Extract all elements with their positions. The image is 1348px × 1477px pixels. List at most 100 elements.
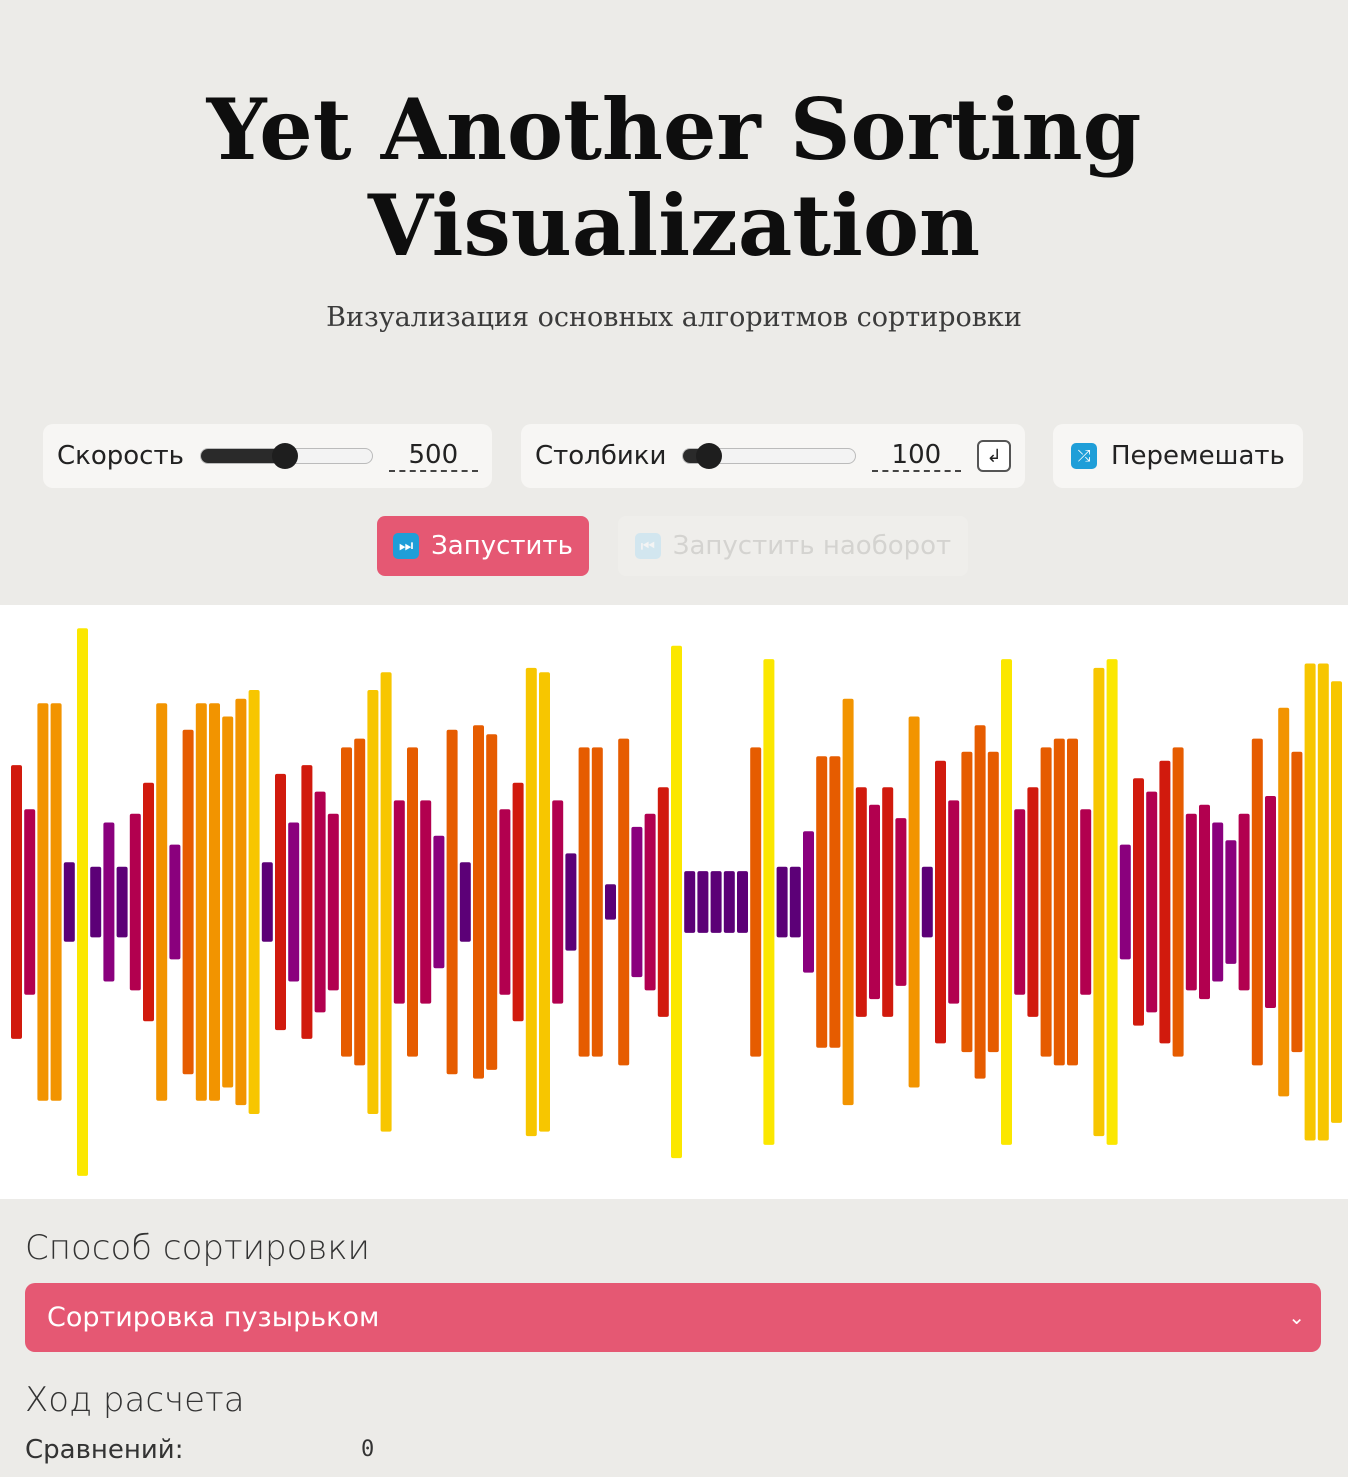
speed-value-input[interactable]: 500 (388, 440, 478, 472)
sort-bar (367, 690, 379, 1114)
sort-bar (1199, 804, 1210, 1000)
sort-bar (1146, 791, 1158, 1013)
sort-bar (354, 738, 366, 1066)
sort-bar (380, 672, 392, 1132)
sort-bar (129, 813, 141, 991)
sort-bar (222, 716, 234, 1088)
sort-bar (156, 703, 168, 1101)
sort-bar (1212, 822, 1224, 982)
sort-bar (842, 698, 854, 1106)
sort-bar (90, 866, 102, 938)
sort-bar (11, 765, 22, 1039)
sort-bar (1067, 738, 1078, 1066)
comparisons-value: 0 (361, 1437, 375, 1462)
sort-bar (803, 831, 814, 973)
sort-bar (37, 703, 49, 1101)
speed-slider-thumb[interactable] (271, 443, 298, 469)
run-button[interactable]: ⏭ Запустить (377, 516, 589, 576)
speed-slider-fill (200, 449, 285, 463)
shuffle-button[interactable]: ⤮ Перемешать (1053, 424, 1303, 488)
sort-bar (499, 809, 511, 995)
bars-slider-thumb[interactable] (696, 443, 722, 469)
sort-bar (169, 844, 181, 960)
sort-bar (446, 729, 458, 1075)
sort-bar (605, 884, 616, 920)
comparisons-label: Сравнений: (25, 1435, 184, 1465)
sort-bar (1251, 738, 1263, 1066)
sort-bar (1265, 796, 1276, 1008)
bars-canvas (11, 628, 1342, 1176)
sort-bar (1027, 787, 1039, 1017)
run-reverse-button-label: Запустить наоборот (672, 531, 952, 561)
sort-bar (235, 698, 247, 1106)
sort-bar (209, 703, 220, 1101)
sort-bar (657, 787, 669, 1017)
sort-bar (882, 787, 894, 1017)
sort-bar (816, 756, 828, 1048)
sort-bar (974, 725, 986, 1079)
sort-bar (776, 866, 788, 938)
sort-bar (393, 800, 405, 1004)
sort-bar (261, 862, 273, 942)
sorting-visualization (0, 605, 1348, 1199)
rewind-icon: ⏮ (634, 533, 661, 559)
sort-bar (921, 866, 933, 938)
sort-bar (789, 866, 801, 938)
sort-method-select[interactable]: Сортировка пузырьком ⌄ (25, 1283, 1321, 1352)
sort-bar (855, 787, 867, 1017)
sort-bar (750, 747, 762, 1057)
sort-bar (1225, 840, 1237, 964)
sort-bar (1080, 809, 1092, 995)
sort-bar (697, 871, 709, 933)
sort-bar (961, 751, 973, 1053)
sort-bar (1278, 707, 1290, 1097)
sort-bar (103, 822, 115, 982)
sort-bar (671, 645, 682, 1159)
bars-slider[interactable] (682, 443, 856, 469)
sort-bar (24, 809, 36, 995)
sort-bar (710, 871, 722, 933)
sort-bar (578, 747, 590, 1057)
sort-bar (644, 813, 656, 991)
sort-bar (1238, 813, 1250, 991)
sort-bar (539, 672, 550, 1132)
sort-bar (525, 667, 537, 1137)
chevron-down-icon: ⌄ (1288, 1305, 1305, 1329)
sort-bar (591, 747, 603, 1057)
sort-bar (512, 782, 524, 1022)
sort-bar (631, 826, 643, 978)
sort-bar (1185, 813, 1197, 991)
run-button-label: Запустить (431, 531, 573, 561)
sort-bar (1053, 738, 1065, 1066)
sort-bar (1331, 681, 1342, 1123)
sort-bar (275, 773, 286, 1031)
speed-label: Скорость (57, 441, 184, 471)
sort-bar (1291, 751, 1303, 1053)
run-reverse-button[interactable]: ⏮ Запустить наоборот (618, 516, 968, 576)
sort-bar (948, 800, 960, 1004)
sort-bar (63, 862, 75, 942)
sort-bar (77, 628, 88, 1176)
sort-bar (908, 716, 920, 1088)
sort-bar (1106, 659, 1118, 1145)
bars-value-input[interactable]: 100 (871, 440, 962, 472)
sort-bar (829, 756, 841, 1048)
sort-bar (50, 703, 62, 1101)
sort-bar (288, 822, 300, 982)
sort-bar (869, 804, 880, 1000)
page-subtitle: Визуализация основных алгоритмов сортиро… (326, 302, 1022, 333)
sort-bar (1119, 844, 1131, 960)
sort-bar (1133, 778, 1144, 1026)
enter-icon[interactable]: ↲ (977, 440, 1011, 472)
sort-bar (618, 738, 630, 1066)
sort-bar (1317, 663, 1329, 1141)
sort-bar (935, 760, 946, 1044)
sort-bar (433, 835, 445, 969)
sort-bar (459, 862, 471, 942)
sort-bar (565, 853, 577, 951)
speed-slider[interactable] (199, 443, 373, 469)
sort-bar (1014, 809, 1026, 995)
sort-bar (486, 734, 498, 1070)
fast-forward-icon: ⏭ (393, 533, 420, 559)
shuffle-button-label: Перемешать (1111, 441, 1285, 471)
